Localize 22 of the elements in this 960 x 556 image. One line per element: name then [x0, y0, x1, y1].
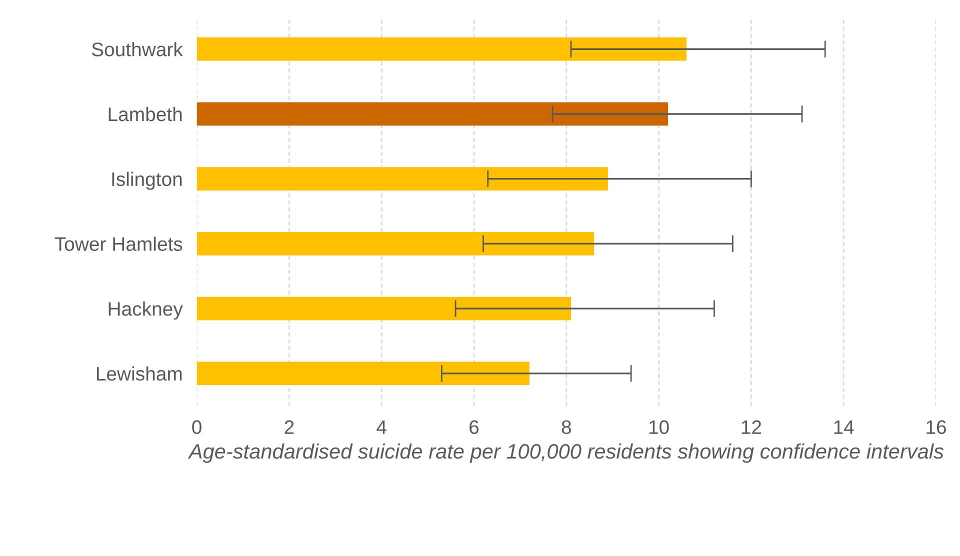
- bar: [196, 102, 668, 126]
- x-tick-label: 16: [926, 420, 946, 434]
- x-tick-label: 14: [834, 420, 854, 434]
- x-tick-label: 6: [470, 420, 479, 434]
- x-axis-title: Age-standardised suicide rate per 100,000 residents showing confidence intervals: [188, 443, 944, 463]
- y-tick-label: Lambeth: [108, 106, 182, 122]
- y-tick-label: Southwark: [92, 42, 183, 56]
- bar: [196, 362, 530, 386]
- y-tick-label: Hackney: [108, 302, 183, 320]
- bar: [196, 37, 687, 61]
- bar: [196, 296, 572, 320]
- y-tick-label: Lewisham: [96, 366, 182, 381]
- y-tick-label: Islington: [112, 172, 182, 190]
- bar: [196, 232, 594, 256]
- x-tick-label: 12: [742, 420, 762, 434]
- x-tick-label: 2: [284, 420, 294, 434]
- x-tick-label: 0: [192, 420, 202, 434]
- bar: [196, 167, 608, 191]
- x-tick-label: 4: [376, 420, 386, 434]
- x-tick-label: 10: [649, 420, 669, 434]
- y-tick-label: Tower Hamlets: [54, 236, 182, 251]
- x-tick-label: 8: [562, 420, 571, 434]
